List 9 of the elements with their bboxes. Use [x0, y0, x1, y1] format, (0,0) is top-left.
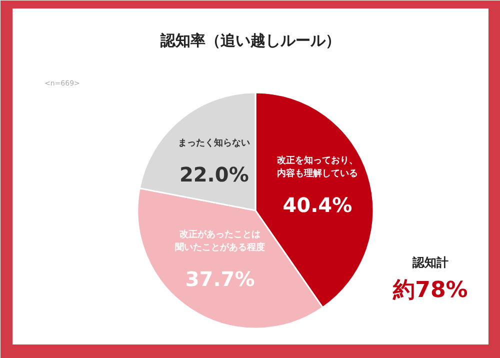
text: 認知計 — [412, 256, 448, 270]
slice-label: 改正を知っており、内容も理解している — [276, 155, 358, 180]
slice-label: 改正があったことは聞いたことがある程度 — [175, 228, 266, 253]
text: 約78% — [392, 278, 468, 303]
data-label: 40.4% — [282, 193, 352, 218]
data-label: 37.7% — [185, 266, 255, 291]
chart-title: 認知率（追い越しルール） — [160, 32, 340, 50]
data-label: 22.0% — [179, 162, 249, 186]
slice-label: まったく知らない — [178, 137, 250, 148]
